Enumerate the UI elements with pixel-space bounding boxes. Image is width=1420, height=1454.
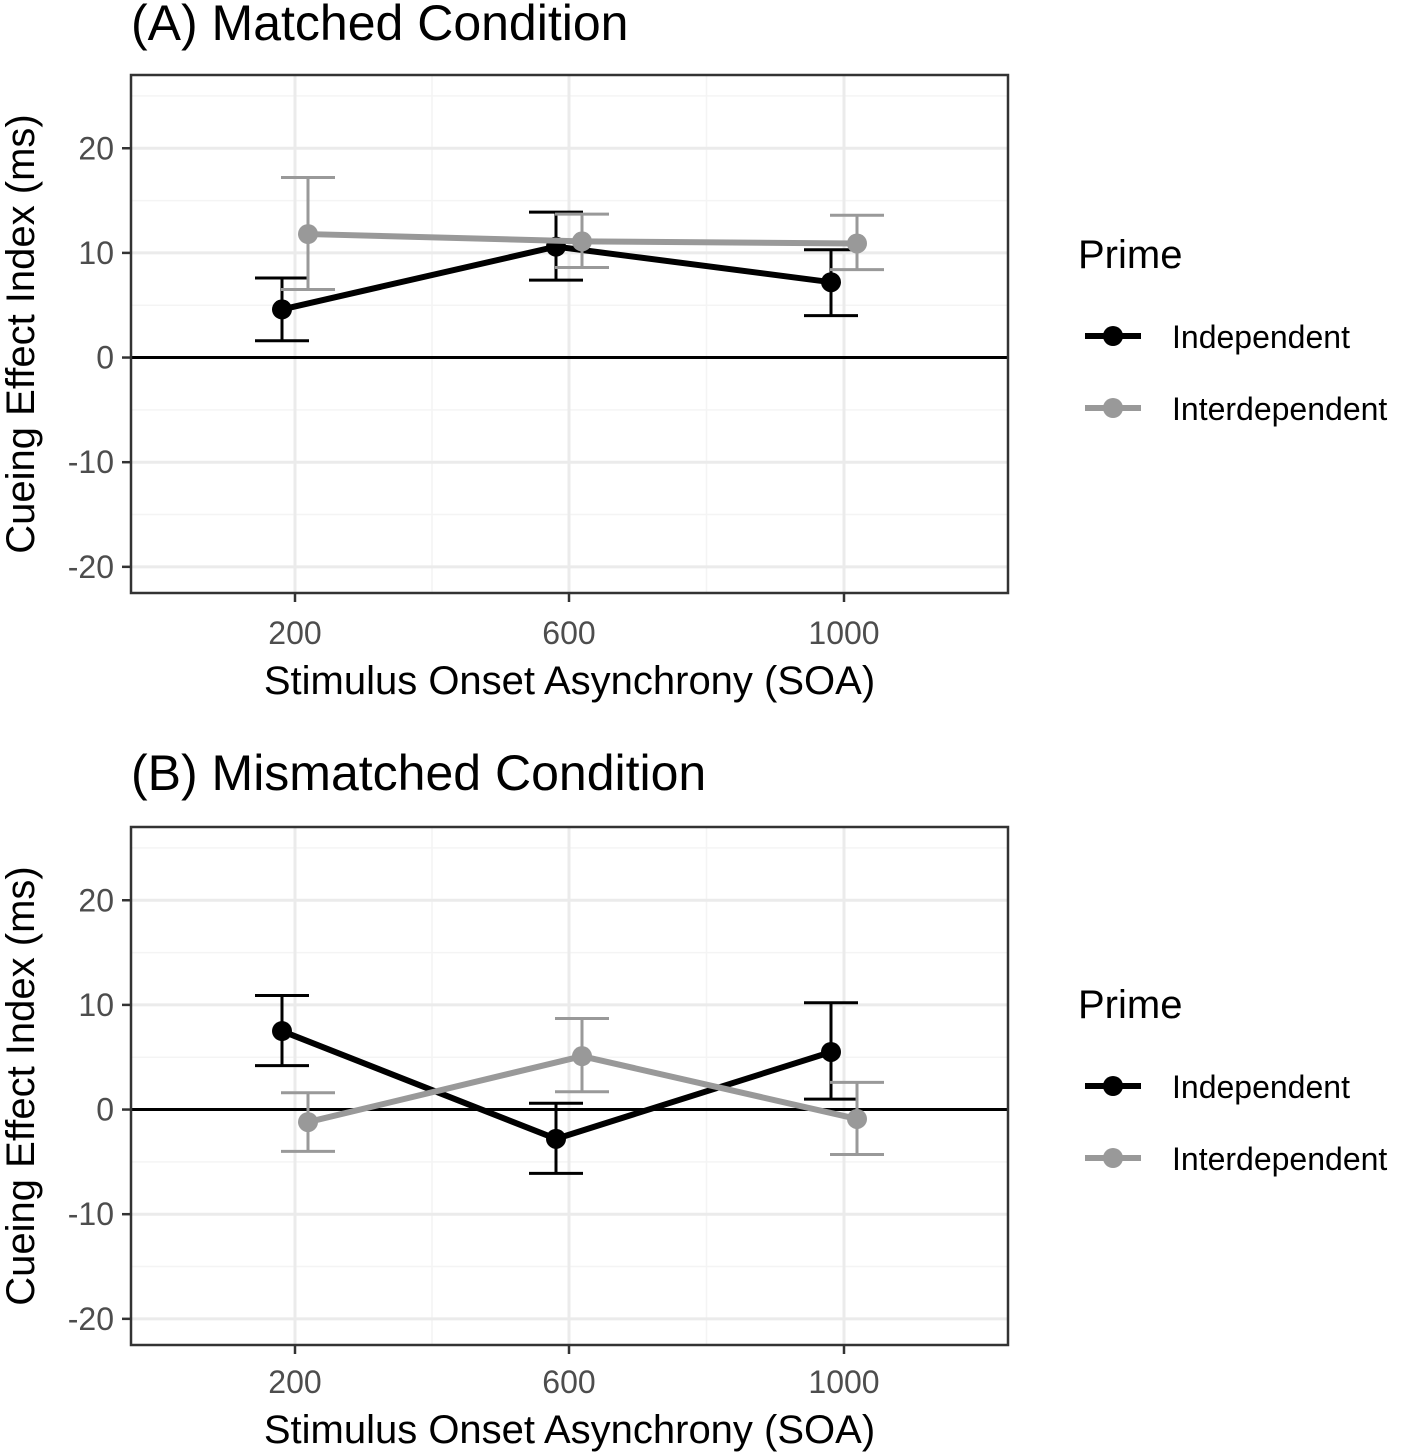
- x-axis-title: Stimulus Onset Asynchrony (SOA): [264, 659, 875, 703]
- y-axis-title: Cueing Effect Index (ms): [0, 866, 43, 1305]
- y-tick-label: -10: [68, 444, 114, 480]
- y-tick-label: 20: [78, 882, 114, 918]
- y-tick-label: 10: [78, 235, 114, 271]
- legend-key-point: [1103, 1148, 1123, 1168]
- chart-title: (A) Matched Condition: [131, 0, 628, 51]
- data-point-independent: [821, 1041, 841, 1062]
- chart-panel-1: (A) Matched Condition -20 -10 0 10 20 200 600 10…: [0, 0, 1387, 703]
- x-tick-label: 200: [268, 615, 321, 651]
- chart-title: (B) Mismatched Condition: [131, 745, 706, 801]
- y-axis-title: Cueing Effect Index (ms): [0, 114, 43, 553]
- y-tick-label: 0: [96, 1092, 114, 1128]
- chart-panel-2: (B) Mismatched Condition -20 -10 0 10 20 200 60…: [0, 745, 1387, 1452]
- y-tick-label: -20: [68, 1301, 114, 1337]
- legend-title: Prime: [1078, 233, 1182, 277]
- x-tick-label: 600: [542, 1364, 595, 1400]
- legend-label: Independent: [1172, 1069, 1350, 1105]
- data-point-interdependent: [847, 233, 867, 254]
- y-tick-label: -20: [68, 549, 114, 585]
- legend-label: Interdependent: [1172, 391, 1387, 427]
- legend-key-point: [1103, 1076, 1123, 1096]
- data-point-interdependent: [298, 1112, 318, 1133]
- legend-label: Independent: [1172, 319, 1350, 355]
- x-tick-label: 600: [542, 615, 595, 651]
- data-point-independent: [272, 1021, 292, 1042]
- y-tick-label: -10: [68, 1196, 114, 1232]
- legend-label: Interdependent: [1172, 1141, 1387, 1177]
- data-point-interdependent: [298, 224, 318, 245]
- data-point-interdependent: [572, 231, 592, 252]
- legend: Prime Independent Interdependent: [1078, 233, 1387, 427]
- x-axis-title: Stimulus Onset Asynchrony (SOA): [264, 1408, 875, 1452]
- legend: Prime Independent Interdependent: [1078, 983, 1387, 1177]
- data-point-independent: [821, 272, 841, 293]
- data-point-independent: [272, 299, 292, 320]
- legend-key-point: [1103, 398, 1123, 418]
- data-point-interdependent: [847, 1108, 867, 1129]
- legend-key-point: [1103, 326, 1123, 346]
- x-tick-label: 1000: [808, 615, 879, 651]
- x-tick-label: 200: [268, 1364, 321, 1400]
- y-tick-label: 0: [96, 340, 114, 376]
- y-tick-label: 20: [78, 130, 114, 166]
- legend-title: Prime: [1078, 983, 1182, 1027]
- y-tick-label: 10: [78, 987, 114, 1023]
- data-point-interdependent: [572, 1046, 592, 1067]
- x-tick-label: 1000: [808, 1364, 879, 1400]
- data-point-independent: [546, 1128, 566, 1149]
